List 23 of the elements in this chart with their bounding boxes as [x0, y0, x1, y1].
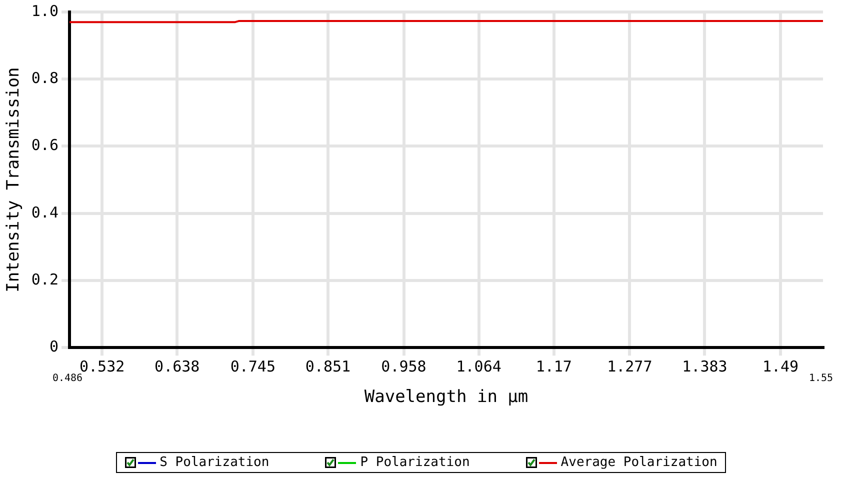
- y-tick-label: 0.6: [31, 136, 58, 154]
- y-tick-label: 0.2: [31, 270, 58, 288]
- text: 1.55: [808, 373, 834, 384]
- x-tick-label: 1.277: [607, 357, 652, 376]
- legend-label: Average Polarization: [560, 455, 718, 470]
- x-tick-label: 0.745: [230, 357, 276, 376]
- y-tick-label: 1.0: [31, 2, 58, 20]
- y-tick-label: 0.8: [31, 69, 58, 88]
- x-tick-label: 0.958: [381, 357, 426, 376]
- legend-label: P Polarization: [360, 455, 470, 470]
- x-tick-label: 1.383: [682, 357, 728, 376]
- x-tick-label: 0.532: [79, 357, 125, 376]
- text: 0.486: [52, 373, 83, 384]
- x-axis-title: Wavelength in µm: [364, 387, 528, 408]
- x-tick-label: 1.49: [762, 357, 799, 376]
- legend-label: S Polarization: [160, 455, 270, 470]
- y-tick-label: 0: [49, 337, 58, 356]
- x-tick-label: 1.17: [536, 357, 572, 376]
- y-axis-title: Intensity Transmission: [4, 67, 24, 292]
- x-tick-label: 1.064: [456, 357, 502, 376]
- y-tick-label: 0.4: [31, 203, 58, 222]
- x-tick-label: 0.638: [154, 357, 200, 376]
- x-tick-label: 0.851: [305, 357, 351, 376]
